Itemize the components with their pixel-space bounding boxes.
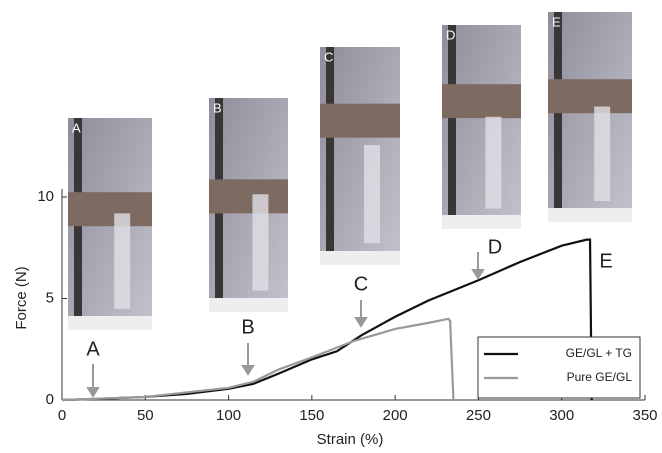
- photo-sample: [252, 194, 268, 290]
- photo-rod: [448, 25, 456, 229]
- y-tick-label: 10: [37, 188, 54, 205]
- photo-base: [320, 251, 400, 265]
- y-axis-label: Force (N): [13, 266, 30, 329]
- photo-sample: [485, 117, 501, 209]
- photo-clamp: [68, 192, 152, 226]
- annotation: B: [241, 316, 254, 338]
- inset-label: A: [72, 120, 81, 135]
- annotation: C: [354, 273, 368, 295]
- chart: A B C D E 0 50 100 150 200 250 300 350 0 5 10 A B C D …: [0, 0, 662, 453]
- y-tick-label: 5: [46, 289, 54, 306]
- x-tick-label: 100: [216, 407, 241, 424]
- inset-label: B: [213, 100, 222, 115]
- photo-sample: [114, 213, 130, 308]
- annotation: A: [86, 338, 100, 360]
- photo-sample: [594, 107, 610, 202]
- annotation: D: [488, 236, 502, 258]
- inset-label: D: [446, 27, 455, 42]
- x-tick-label: 200: [383, 407, 408, 424]
- photo-inset: E: [548, 12, 632, 222]
- x-tick-label: 250: [466, 407, 491, 424]
- photo-base: [209, 298, 288, 312]
- photo-inset: C: [320, 47, 400, 265]
- legend-label: Pure GE/GL: [567, 370, 633, 384]
- legend-label: GE/GL + TG: [566, 346, 632, 360]
- photo-inset: D: [442, 25, 521, 229]
- x-tick-label: 0: [58, 407, 66, 424]
- x-tick-label: 350: [632, 407, 657, 424]
- x-axis-label: Strain (%): [317, 431, 384, 448]
- photo-inset: A: [68, 118, 152, 330]
- photo-clamp: [320, 104, 400, 138]
- photos: A B C D E: [68, 12, 632, 330]
- photo-inset: B: [209, 98, 288, 312]
- inset-label: C: [324, 49, 333, 64]
- photo-rod: [326, 47, 334, 265]
- x-tick-label: 150: [299, 407, 324, 424]
- photo-clamp: [209, 179, 288, 213]
- inset-label: E: [552, 14, 561, 29]
- photo-clamp: [442, 84, 521, 118]
- y-tick-label: 0: [46, 391, 54, 408]
- photo-base: [548, 208, 632, 222]
- x-tick-label: 50: [137, 407, 154, 424]
- photo-clamp: [548, 79, 632, 113]
- photo-sample: [364, 145, 380, 243]
- annotation: E: [599, 250, 612, 272]
- legend: GE/GL + TG Pure GE/GL: [478, 337, 640, 398]
- photo-base: [68, 316, 152, 330]
- x-tick-label: 300: [549, 407, 574, 424]
- photo-rod: [554, 12, 562, 222]
- line: [62, 319, 453, 400]
- photo-base: [442, 215, 521, 229]
